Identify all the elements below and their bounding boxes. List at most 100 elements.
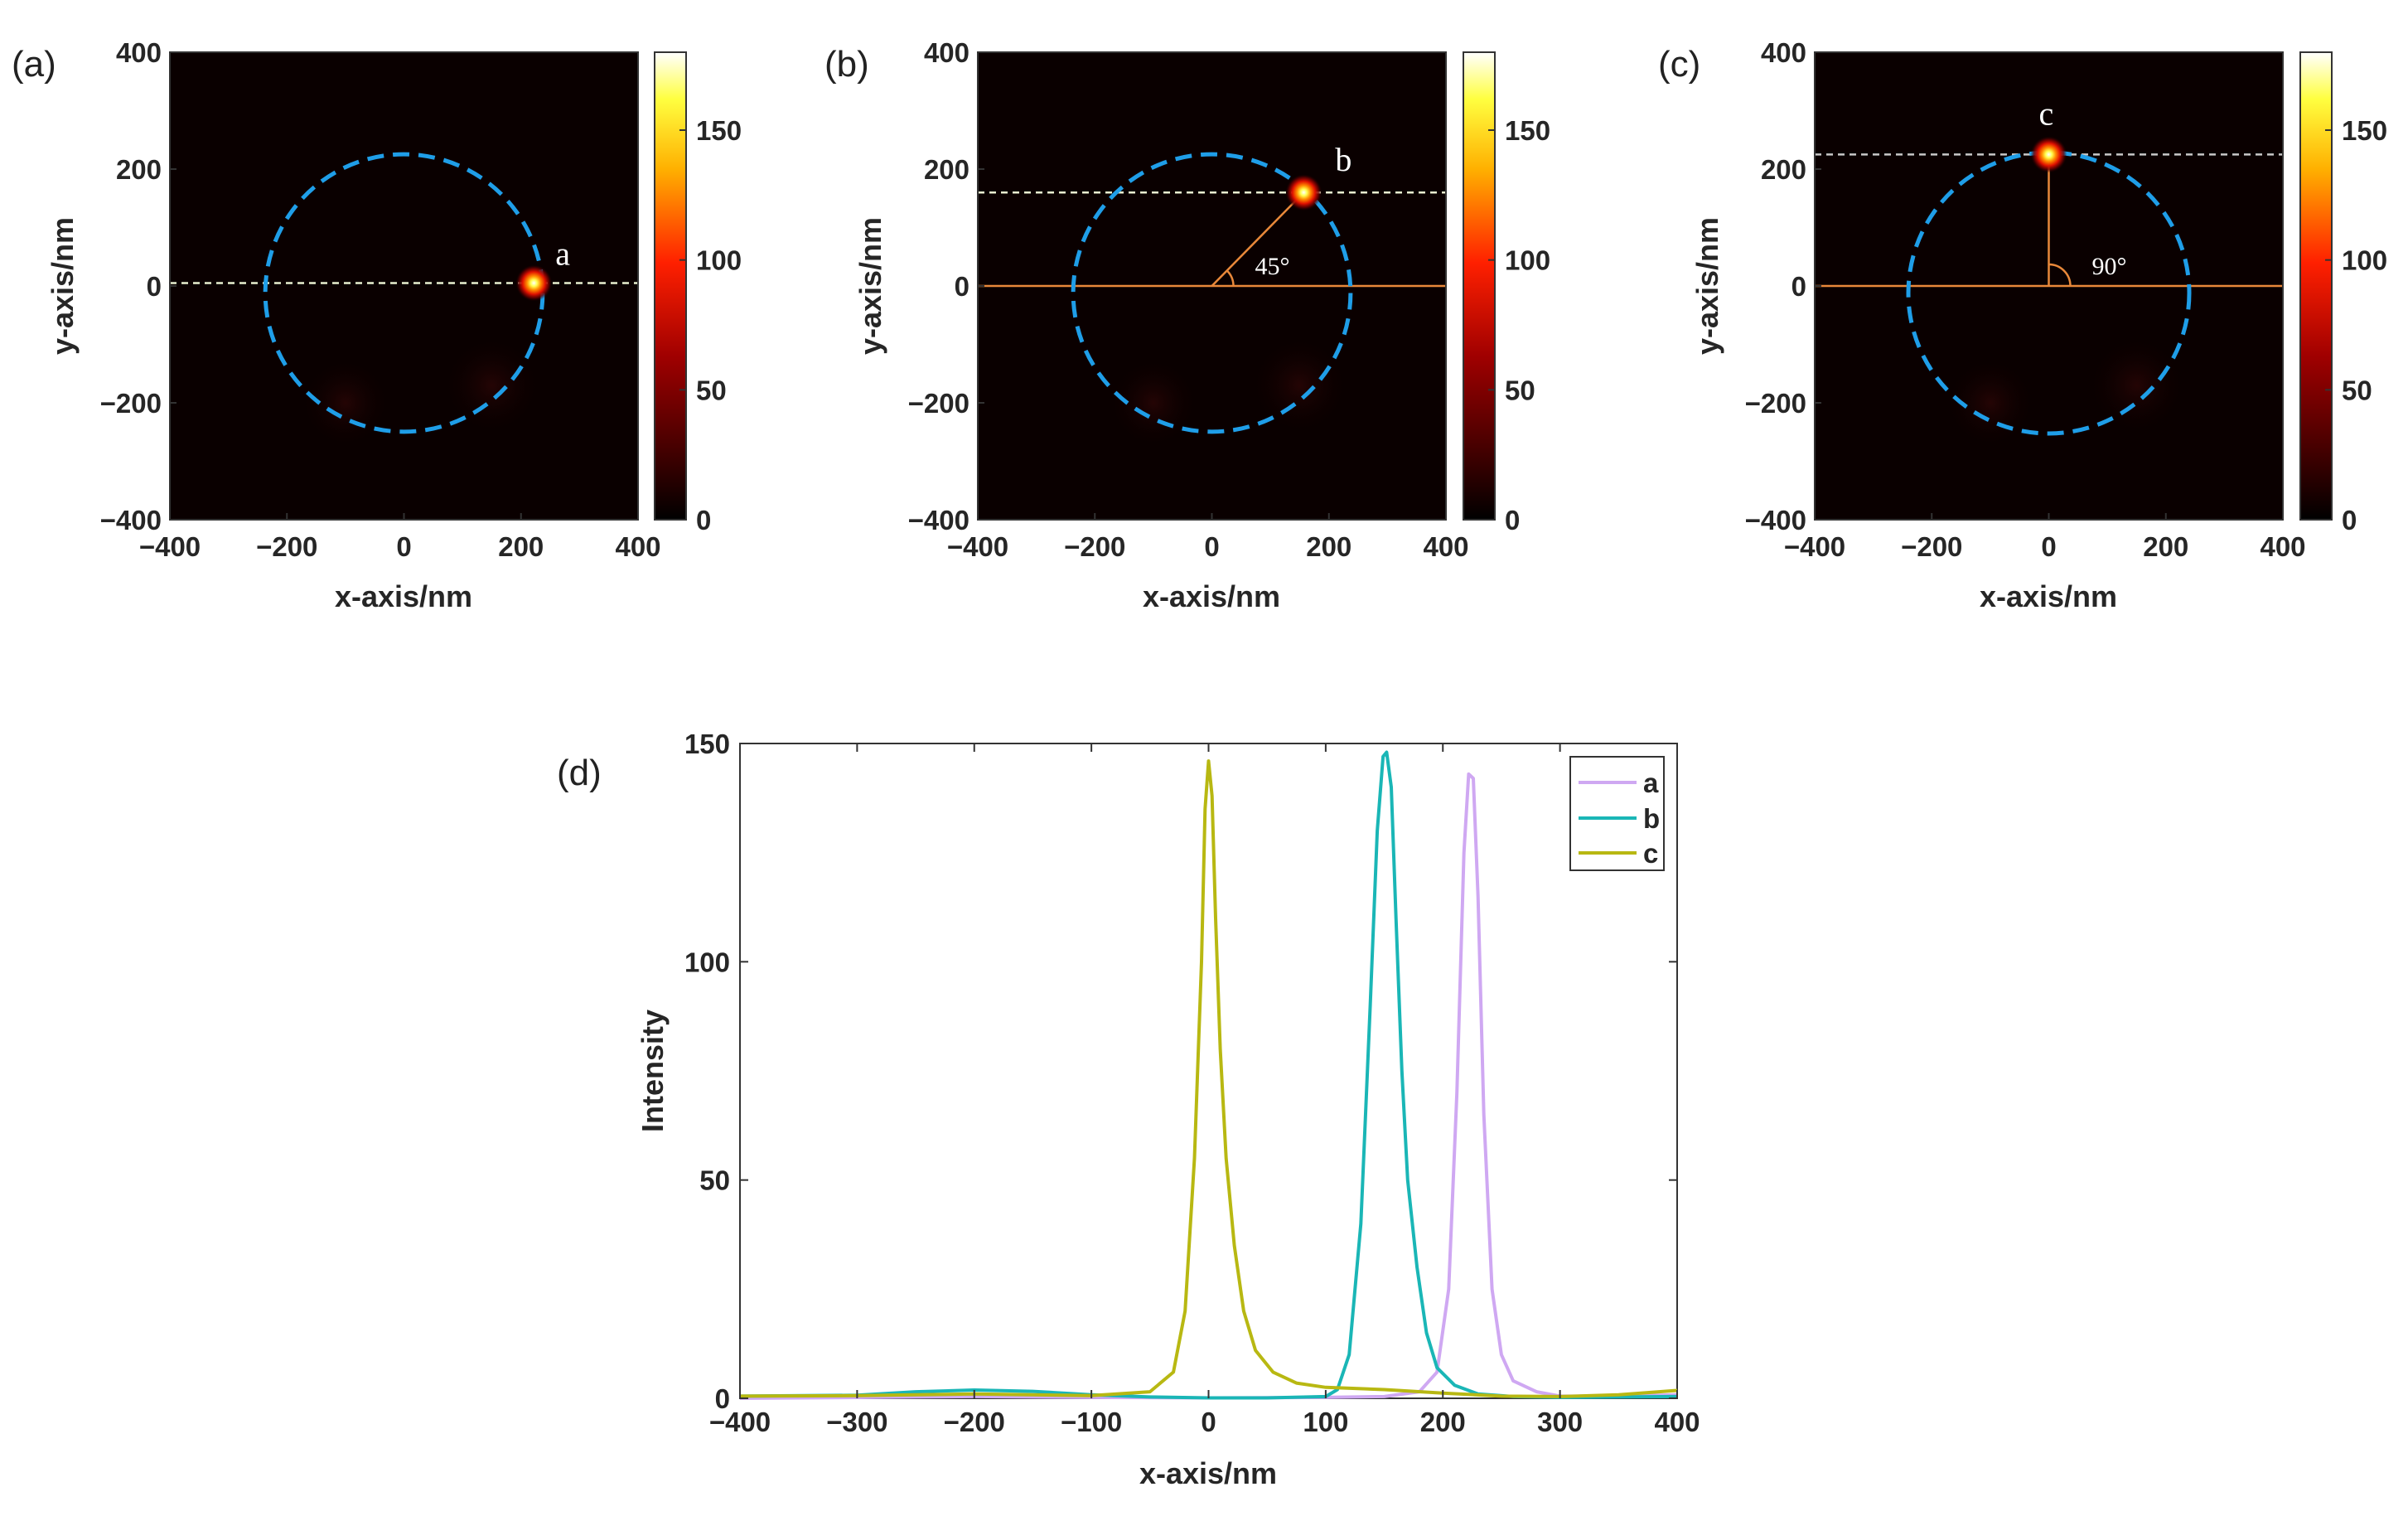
line-y-tick-label: 100 [684, 947, 730, 977]
colorbar-ticks-c: 0 50 100 150 [2325, 115, 2387, 535]
colorbar-tick-label: 100 [1505, 245, 1550, 276]
radial-guide-line [1211, 191, 1305, 287]
faint-glow [1250, 335, 1350, 435]
x-tick-label: −200 [256, 531, 317, 562]
x-tick-label: 200 [2143, 531, 2188, 562]
legend-label-b: b [1643, 803, 1660, 834]
x-tick-label: −400 [947, 531, 1008, 562]
line-y-tick-label: 0 [715, 1383, 730, 1414]
faint-glow [442, 335, 542, 435]
line-x-tick-label: −100 [1061, 1407, 1122, 1437]
line-plot-area [739, 743, 1678, 1399]
y-ticks-c: −400 −200 0 200 400 [1745, 37, 1821, 535]
x-axis-label-a: x-axis/nm [335, 579, 472, 613]
y-tick-label: −200 [100, 388, 162, 419]
x-tick-label: −200 [1901, 531, 1962, 562]
hot-spot [1285, 174, 1322, 211]
colorbar-tick-label: 0 [1505, 505, 1520, 535]
heatmap-bg-a [170, 52, 638, 520]
y-tick-label: 400 [116, 37, 162, 68]
colorbar-tick-label: 100 [2342, 245, 2387, 276]
panel-label-d: (d) [557, 753, 602, 793]
faint-glow [1944, 357, 2036, 448]
line-x-tick-label: 100 [1303, 1407, 1348, 1437]
line-x-tick-label: −300 [826, 1407, 887, 1437]
spot-label: a [555, 235, 570, 272]
y-tick-label: 200 [116, 154, 162, 185]
hot-spot [515, 264, 553, 302]
heatmap-panel-a: (a) a −400 −200 0 200 400 −400 −200 0 200 400 x-… [12, 37, 742, 613]
x-tick-label: 400 [2260, 531, 2305, 562]
panel-label-a: (a) [12, 44, 56, 85]
x-tick-label: 0 [396, 531, 411, 562]
colorbar-a [654, 51, 687, 521]
y-tick-label: 0 [955, 271, 969, 302]
panel-label-b: (b) [824, 44, 869, 85]
angle-arc [2048, 263, 2072, 287]
ring-outline [1906, 150, 2192, 436]
colorbar-tick-label: 100 [696, 245, 742, 276]
x-tick-label: 200 [1306, 531, 1351, 562]
line-x-ticks: −400 −300 −200 −100 0 100 200 300 400 [709, 743, 1700, 1437]
legend-label-c: c [1643, 838, 1658, 869]
line-y-tick-label: 50 [699, 1165, 730, 1196]
colorbar-tick-label: 150 [2342, 115, 2387, 146]
line-chart-d: (d) −400 −300 −200 −100 0 100 200 300 400 0 50 100… [557, 729, 1700, 1490]
y-axis-label-b: y-axis/nm [853, 217, 887, 355]
line-y-axis-label: Intensity [636, 1010, 670, 1132]
x-tick-label: −200 [1064, 531, 1125, 562]
line-x-tick-label: 0 [1201, 1407, 1216, 1437]
colorbar-tick-label: 50 [2342, 375, 2372, 405]
line-x-tick-label: −400 [709, 1407, 771, 1437]
y-ticks-a: −400 −200 0 200 400 [100, 37, 176, 535]
y-tick-label: 400 [924, 37, 969, 68]
legend: a b c [1569, 756, 1665, 871]
x-tick-label: −400 [1784, 531, 1845, 562]
x-ticks-a: −400 −200 0 200 400 [139, 513, 661, 562]
line-x-tick-label: 300 [1537, 1407, 1583, 1437]
x-tick-label: 400 [1423, 531, 1468, 562]
spot-label: b [1335, 141, 1351, 178]
line-x-tick-label: 200 [1420, 1407, 1466, 1437]
line-y-tick-label: 150 [684, 729, 730, 759]
heatmap-content-c: 90° c [1815, 94, 2283, 448]
x-ticks-c: −400 −200 0 200 400 [1784, 513, 2306, 562]
x-tick-label: 0 [1204, 531, 1219, 562]
line-y-ticks: 0 50 100 150 [684, 729, 1677, 1414]
x-ticks-b: −400 −200 0 200 400 [947, 513, 1469, 562]
angle-label: 90° [2092, 253, 2127, 280]
x-axis-label-b: x-axis/nm [1143, 579, 1280, 613]
y-axis-label-a: y-axis/nm [46, 217, 80, 355]
colorbar-tick-label: 150 [1505, 115, 1550, 146]
y-tick-label: 0 [1791, 271, 1806, 302]
y-tick-label: −400 [1745, 505, 1806, 535]
colorbar-ticks-b: 0 50 100 150 [1488, 115, 1550, 535]
spot-label: c [2039, 94, 2054, 132]
heatmap-content-a: a [170, 152, 638, 448]
colorbar-c [2299, 51, 2333, 521]
heatmap-content-b: 45° b [978, 141, 1446, 448]
colorbar-tick-label: 150 [696, 115, 742, 146]
y-tick-label: −200 [908, 388, 969, 419]
colorbar-tick-label: 0 [2342, 505, 2357, 535]
heatmap-panel-c: (c) 90° c −400 −200 0 200 400 −400 −200 0 200 400… [1658, 37, 2387, 613]
angle-arc [1226, 269, 1235, 287]
faint-glow [299, 357, 391, 448]
hot-spot [2030, 136, 2067, 173]
line-x-tick-label: −200 [944, 1407, 1005, 1437]
y-tick-label: 0 [147, 271, 162, 302]
y-tick-label: 400 [1761, 37, 1806, 68]
heatmap-panel-b: (b) 45° b −400 −200 0 200 400 −400 −200 0 200 400… [824, 37, 1550, 613]
x-tick-label: 400 [615, 531, 660, 562]
x-tick-label: 0 [2041, 531, 2056, 562]
x-axis-label-c: x-axis/nm [1980, 579, 2117, 613]
colorbar-ticks-a: 0 50 100 150 [679, 115, 742, 535]
y-tick-label: −400 [100, 505, 162, 535]
line-series-group [739, 750, 1678, 1400]
line-x-axis-label: x-axis/nm [1139, 1456, 1277, 1490]
faint-glow [2086, 335, 2187, 435]
y-tick-label: 200 [1761, 154, 1806, 185]
line-x-tick-label: 400 [1654, 1407, 1700, 1437]
y-tick-label: −200 [1745, 388, 1806, 419]
